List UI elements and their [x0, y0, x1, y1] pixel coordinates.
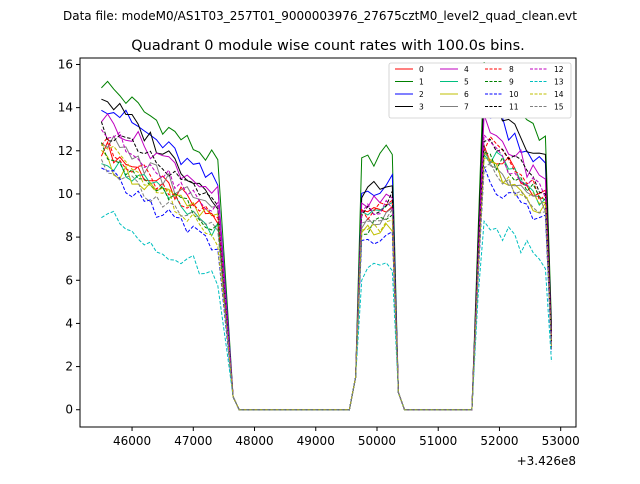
legend-label-3: 3: [419, 103, 424, 112]
x-tick-label: 50000: [358, 434, 396, 448]
plot-area: [79, 57, 577, 428]
legend-label-2: 2: [419, 90, 424, 99]
y-tick-label: 0: [65, 403, 73, 417]
legend-label-5: 5: [464, 78, 469, 87]
y-tick-label: 16: [58, 57, 73, 71]
axes-frame: [79, 57, 577, 428]
y-tick-label: 10: [58, 187, 73, 201]
chart-title: Quadrant 0 module wise count rates with …: [131, 38, 525, 54]
legend-label-9: 9: [509, 78, 514, 87]
x-tick-label: 51000: [419, 434, 457, 448]
y-axis: 0 2 4 6 8 10 12 14 16: [58, 57, 80, 417]
series-line-12: [100, 129, 552, 411]
y-tick-label: 2: [65, 360, 73, 374]
series-line-14: [101, 144, 552, 411]
x-tick-label: 47000: [174, 434, 212, 448]
x-axis: 46000 47000 48000 49000 50000 51000 52000 53000: [113, 427, 580, 448]
x-tick-label: 48000: [235, 434, 273, 448]
legend-label-13: 13: [554, 78, 564, 87]
legend-label-1: 1: [419, 78, 424, 87]
x-offset-label: +3.426e8: [517, 454, 576, 468]
y-tick-label: 12: [58, 144, 73, 158]
legend-label-4: 4: [464, 65, 469, 74]
series-layer: [100, 62, 552, 411]
legend-label-15: 15: [554, 103, 564, 112]
y-tick-label: 14: [58, 101, 73, 115]
legend-label-11: 11: [509, 103, 519, 112]
y-tick-label: 8: [65, 230, 73, 244]
series-line-15: [100, 159, 552, 411]
legend-label-14: 14: [554, 90, 564, 99]
y-tick-label: 4: [65, 316, 73, 330]
legend-label-8: 8: [509, 65, 514, 74]
x-tick-label: 46000: [113, 434, 151, 448]
legend-label-12: 12: [554, 65, 564, 74]
legend-label-0: 0: [419, 65, 424, 74]
x-tick-label: 52000: [480, 434, 518, 448]
x-tick-label: 49000: [297, 434, 335, 448]
data-file-label: Data file: modeM0/AS1T03_257T01_90000039…: [63, 9, 577, 23]
legend-label-7: 7: [464, 103, 469, 112]
legend-label-10: 10: [509, 90, 519, 99]
y-tick-label: 6: [65, 273, 73, 287]
x-tick-label: 53000: [542, 434, 580, 448]
legend-label-6: 6: [464, 90, 469, 99]
series-line-13: [101, 210, 552, 411]
